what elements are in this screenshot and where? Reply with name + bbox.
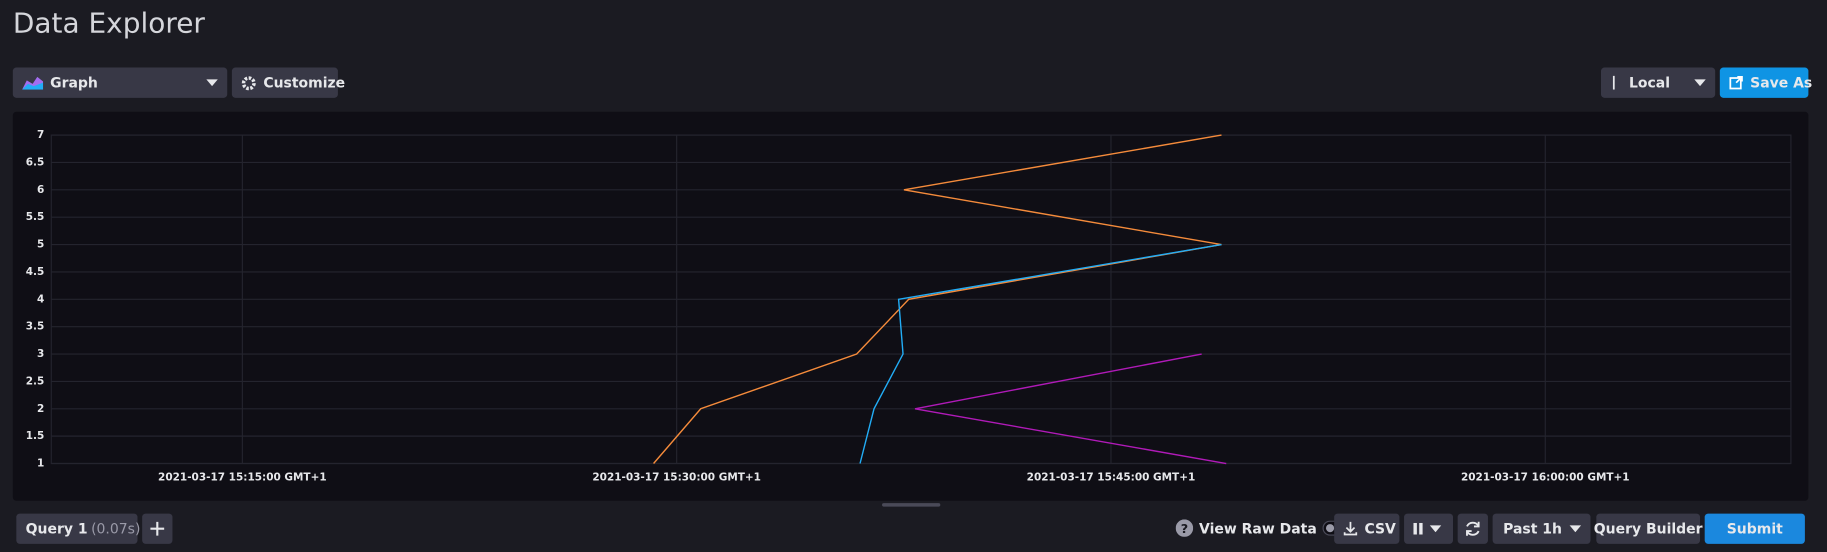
refresh-button[interactable]: [1457, 513, 1488, 544]
y-tick-label: 1: [37, 458, 44, 470]
query-time: (0.07s): [91, 520, 141, 537]
help-icon: ?: [1175, 519, 1194, 537]
query-builder-label: Query Builder: [1593, 520, 1703, 537]
query-tab-label: Query 1: [25, 520, 88, 537]
save-as-button[interactable]: Save As: [1719, 67, 1813, 98]
gear-icon: [241, 75, 256, 90]
time-range-label: Past 1h: [1503, 520, 1562, 537]
y-tick-label: 2: [37, 403, 44, 415]
csv-button[interactable]: CSV: [1334, 513, 1400, 544]
submit-label: Submit: [1726, 520, 1783, 537]
view-type-label: Graph: [50, 74, 98, 91]
view-type-dropdown[interactable]: Graph: [12, 67, 228, 98]
chevron: [206, 79, 218, 87]
pause-icon: [1413, 522, 1423, 535]
page-title: Data Explorer: [12, 6, 205, 40]
download-icon: [1343, 521, 1358, 536]
customize-label: Customize: [263, 74, 346, 91]
chart: 1 1.5 2 2.5 3 3.5 4 4.5 5 5.5 6 6.5 7 2021-03-17 15:1…: [26, 129, 1792, 483]
chevron: [1429, 525, 1442, 533]
pin-icon: [1612, 75, 1615, 90]
add-query-button[interactable]: [142, 513, 173, 544]
view-raw-toggle[interactable]: ? View Raw Data: [1175, 519, 1351, 537]
y-tick-label: 5: [37, 239, 44, 251]
x-tick-label: 2021-03-17 15:30:00 GMT+1: [592, 471, 761, 483]
y-tick-label: 2.5: [26, 375, 45, 387]
export-icon: [1729, 75, 1743, 90]
query-tab[interactable]: Query 1 (0.07s): [16, 513, 141, 544]
view-raw-label: View Raw Data: [1198, 519, 1317, 537]
series-line: [653, 134, 1222, 464]
time-range-dropdown[interactable]: Past 1h: [1492, 513, 1591, 544]
y-tick-label: 6: [37, 184, 44, 196]
query-builder-button[interactable]: Query Builder: [1593, 513, 1703, 544]
autorefresh-dropdown[interactable]: [1404, 513, 1454, 544]
chevron: [1569, 525, 1582, 533]
resize-handle[interactable]: [882, 503, 941, 507]
y-tick-label: 3: [37, 348, 44, 360]
x-tick-label: 2021-03-17 16:00:00 GMT+1: [1461, 471, 1630, 483]
submit-button[interactable]: Submit: [1704, 513, 1805, 544]
chart-panel: 1 1.5 2 2.5 3 3.5 4 4.5 5 5.5 6 6.5 7 2021-03-17 15:1…: [12, 111, 1809, 501]
x-tick-label: 2021-03-17 15:45:00 GMT+1: [1027, 471, 1196, 483]
timezone-label: Local: [1628, 74, 1670, 91]
x-tick-label: 2021-03-17 15:15:00 GMT+1: [158, 471, 327, 483]
chevron: [1694, 79, 1706, 87]
y-tick-label: 7: [37, 129, 44, 141]
y-tick-label: 5.5: [26, 211, 45, 223]
svg-text:?: ?: [1181, 522, 1188, 537]
y-tick-label: 4.5: [26, 266, 45, 278]
plus-icon: [150, 521, 165, 536]
timezone-dropdown[interactable]: Local: [1600, 67, 1716, 98]
y-tick-label: 6.5: [26, 156, 45, 168]
csv-label: CSV: [1364, 520, 1396, 537]
series-line: [859, 243, 1222, 464]
y-tick-label: 4: [37, 293, 44, 305]
graph-icon: [22, 76, 44, 90]
y-tick-label: 1.5: [26, 430, 45, 442]
refresh-icon: [1466, 521, 1480, 536]
series-line: [914, 353, 1227, 465]
save-as-label: Save As: [1750, 74, 1813, 91]
y-tick-label: 3.5: [26, 321, 45, 333]
customize-button[interactable]: Customize: [231, 67, 345, 98]
